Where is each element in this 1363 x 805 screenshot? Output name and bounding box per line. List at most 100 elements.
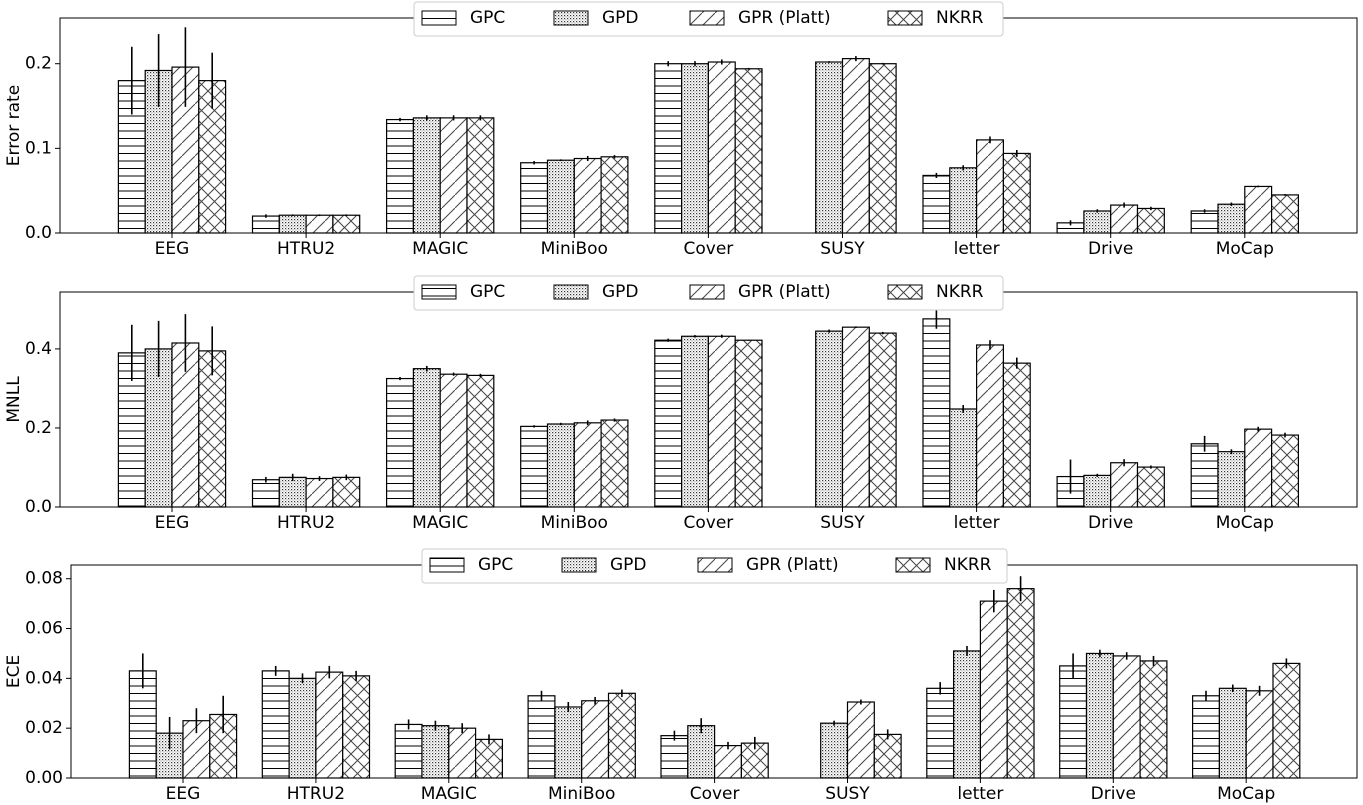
legend-label: GPC [470, 282, 505, 302]
bars [128, 576, 1301, 779]
legend: GPC GPD GPR (Platt) NKRR [413, 1, 1004, 37]
legend-label: GPD [602, 8, 639, 28]
bar-gpc-miniboo [520, 425, 549, 508]
bar-nkrr-htru2 [332, 214, 361, 234]
bar-nkrr-htru2 [332, 476, 361, 508]
ylabel: MNLL [4, 376, 24, 423]
bar-nkrr-magic [466, 117, 495, 234]
bar-gpc-magic [386, 377, 415, 508]
y-tick-label: 0.2 [25, 418, 52, 438]
x-ticks: EEG HTRU2 MAGIC MiniBoo Cover SUSY letter Drive… [166, 778, 1275, 804]
bar-gpd-miniboo [546, 423, 575, 508]
x-tick-label: Cover [684, 239, 734, 259]
bar-gpc-htru2 [251, 479, 280, 508]
x-tick-label: Drive [1088, 239, 1133, 259]
bars [117, 27, 1299, 234]
bar-gpd-drive [1085, 652, 1114, 779]
x-tick-label: HTRU2 [277, 513, 335, 533]
bar-gpc-mocap [1191, 695, 1220, 779]
x-tick-label: Drive [1091, 784, 1136, 804]
y-tick-label: 0.0 [25, 497, 52, 517]
x-tick-label: MoCap [1217, 784, 1275, 804]
x-tick-label: MAGIC [412, 513, 468, 533]
panel-mnll: MNLL 0.0 0.2 0.4 EEG HTRU2 MAGIC MiniBoo Cover… [4, 275, 1358, 533]
x-tick-label: MiniBoo [548, 784, 615, 804]
bar-gpd-miniboo [554, 706, 583, 779]
legend-swatch [887, 10, 923, 26]
bar-gpd-drive [1083, 474, 1112, 508]
bar-gpd-susy [815, 61, 844, 234]
legend-swatch [553, 284, 589, 300]
panel-error-rate: Error rate 0.0 0.1 0.2 EEG HTRU2 MAGIC MiniBo… [4, 1, 1358, 259]
bar-gpd-drive [1083, 210, 1112, 234]
panel-ece: ECE 0.00 0.02 0.04 0.06 0.08 EEG HTRU2 MAGIC Mi… [4, 548, 1358, 804]
ylabel: Error rate [4, 85, 24, 166]
bar-gpr-platt-letter [975, 344, 1004, 508]
legend-swatch [697, 557, 733, 573]
bar-nkrr-letter [1006, 588, 1035, 779]
legend: GPC GPD GPR (Platt) NKRR [413, 275, 1004, 311]
bar-gpd-htru2 [278, 476, 307, 508]
bar-gpc-cover [660, 735, 689, 779]
x-tick-label: letter [957, 784, 1003, 804]
bar-gpc-letter [922, 174, 951, 234]
bar-gpd-cover [680, 63, 709, 234]
bar-gpd-cover [680, 335, 709, 508]
bar-nkrr-magic [475, 738, 504, 779]
legend: GPC GPD GPR (Platt) NKRR [421, 548, 1008, 584]
legend-swatch [421, 284, 457, 300]
x-tick-label: MAGIC [412, 239, 468, 259]
bar-nkrr-susy [868, 63, 897, 234]
y-tick-label: 0.02 [25, 718, 63, 738]
ylabel: ECE [4, 655, 24, 688]
bar-gpc-magic [394, 723, 423, 779]
bar-gpr-platt-htru2 [305, 477, 334, 508]
bar-gpr-platt-mocap [1245, 690, 1274, 779]
x-tick-label: MoCap [1216, 513, 1274, 533]
bar-gpr-platt-miniboo [573, 422, 602, 508]
legend-label: GPD [610, 555, 647, 575]
x-tick-label: EEG [155, 239, 190, 259]
y-tick-label: 0.1 [25, 138, 52, 158]
bar-gpc-miniboo [520, 162, 549, 234]
x-tick-label: SUSY [825, 784, 870, 804]
y-ticks: 0.0 0.2 0.4 [25, 339, 60, 517]
bar-gpc-letter [926, 687, 955, 779]
bar-gpd-htru2 [278, 214, 307, 234]
bar-gpd-htru2 [288, 677, 317, 779]
bar-gpd-mocap [1218, 687, 1247, 779]
x-tick-label: EEG [155, 513, 190, 533]
legend-swatch [895, 557, 931, 573]
y-tick-label: 0.00 [25, 768, 63, 788]
bar-gpr-platt-mocap [1244, 185, 1273, 234]
y-ticks: 0.0 0.1 0.2 [25, 54, 60, 243]
x-tick-label: EEG [166, 784, 201, 804]
bar-nkrr-susy [873, 733, 902, 779]
legend-swatch [689, 284, 725, 300]
legend-label: GPR (Platt) [738, 282, 831, 302]
bar-gpr-platt-cover [707, 61, 736, 234]
bar-gpd-magic [412, 368, 441, 508]
legend-label: GPR (Platt) [738, 8, 831, 28]
bar-nkrr-htru2 [342, 675, 371, 779]
bar-nkrr-mocap [1270, 434, 1299, 508]
x-tick-label: Cover [684, 513, 734, 533]
bar-nkrr-magic [466, 374, 495, 508]
bar-gpr-platt-susy [846, 701, 875, 779]
x-tick-label: SUSY [820, 513, 865, 533]
bar-nkrr-miniboo [607, 692, 636, 779]
bar-gpc-mocap [1190, 443, 1219, 508]
x-tick-label: MAGIC [421, 784, 477, 804]
bar-gpr-platt-mocap [1244, 428, 1273, 508]
bar-gpr-platt-magic [439, 117, 468, 234]
bar-nkrr-mocap [1272, 662, 1301, 779]
legend-swatch [887, 284, 923, 300]
bar-gpr-platt-miniboo [581, 700, 610, 779]
bar-nkrr-drive [1136, 207, 1165, 234]
bar-gpc-miniboo [527, 695, 556, 779]
y-tick-label: 0.2 [25, 54, 52, 74]
bar-nkrr-eeg [198, 350, 227, 508]
bar-gpr-platt-susy [841, 326, 870, 508]
x-tick-label: HTRU2 [277, 239, 335, 259]
bar-gpc-htru2 [261, 670, 290, 779]
